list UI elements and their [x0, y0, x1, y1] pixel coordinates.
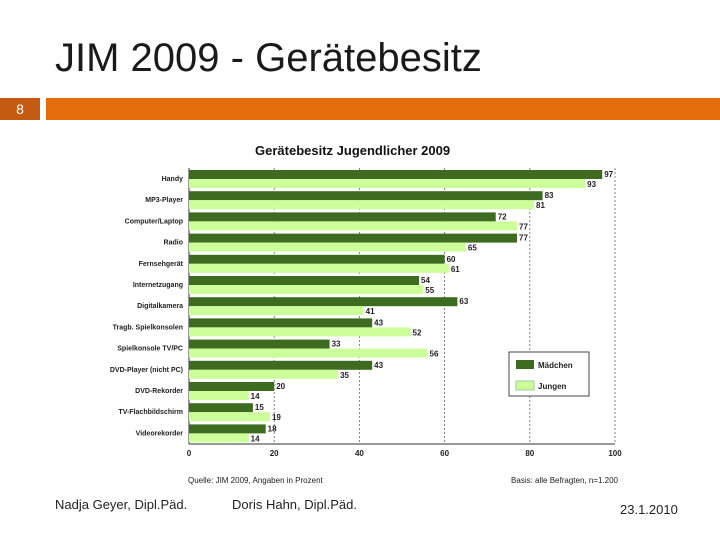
bar-maedchen — [189, 360, 373, 370]
bar-maedchen — [189, 170, 603, 179]
data-label-maedchen: 72 — [498, 212, 507, 221]
data-label-maedchen: 43 — [374, 318, 383, 327]
category-label: Internetzugang — [133, 282, 183, 289]
bar-jungen — [189, 306, 364, 316]
footer-author-1: Nadja Geyer, Dipl.Päd. — [55, 497, 188, 512]
chart-source: Quelle: JIM 2009, Angaben in Prozent — [188, 476, 324, 485]
data-label-maedchen: 83 — [545, 191, 554, 200]
data-label-jungen: 81 — [536, 201, 545, 210]
category-label: Handy — [162, 176, 184, 183]
data-label-jungen: 41 — [366, 307, 375, 316]
footer-date: 23.1.2010 — [620, 502, 678, 517]
bar-jungen — [189, 369, 339, 379]
bar-maedchen — [189, 254, 445, 264]
category-label: DVD-Rekorder — [135, 388, 183, 395]
bar-jungen — [189, 242, 466, 252]
title-accent-bar — [46, 98, 720, 120]
bar-maedchen — [189, 424, 266, 434]
bar-maedchen — [189, 403, 253, 413]
legend-swatch-maedchen — [516, 360, 534, 369]
x-tick-label: 60 — [440, 449, 449, 458]
category-label: MP3-Player — [145, 197, 183, 204]
data-label-jungen: 55 — [425, 286, 434, 295]
bar-maedchen — [189, 339, 330, 349]
bar-jungen — [189, 327, 411, 337]
chart-legend: Mädchen Jungen — [508, 351, 590, 397]
x-tick-label: 80 — [525, 449, 534, 458]
data-label-maedchen: 97 — [604, 170, 613, 179]
category-label: Tragb. Spielkonsolen — [113, 324, 183, 331]
category-label: DVD-Player (nicht PC) — [110, 367, 183, 374]
data-label-maedchen: 60 — [447, 255, 456, 264]
x-tick-label: 40 — [355, 449, 364, 458]
slide-title: JIM 2009 - Gerätebesitz — [55, 36, 482, 80]
data-label-maedchen: 15 — [255, 403, 264, 412]
legend-label-jungen: Jungen — [538, 382, 567, 391]
data-label-jungen: 56 — [430, 350, 439, 359]
chart-title: Gerätebesitz Jugendlicher 2009 — [255, 143, 450, 158]
bar-maedchen — [189, 233, 518, 243]
bar-jungen — [189, 412, 270, 422]
category-label: Spielkonsole TV/PC — [117, 346, 183, 353]
data-label-jungen: 19 — [272, 413, 281, 422]
bar-maedchen — [189, 191, 543, 201]
x-tick-label: 100 — [608, 449, 622, 458]
data-label-jungen: 65 — [468, 244, 477, 253]
data-label-jungen: 77 — [519, 222, 528, 231]
data-label-maedchen: 20 — [276, 382, 285, 391]
category-label: Fernsehgerät — [139, 261, 184, 268]
x-axis-ticks: 0 20 40 60 80 100 — [187, 449, 622, 458]
data-label-maedchen: 77 — [519, 234, 528, 243]
legend-swatch-jungen — [515, 380, 535, 391]
bar-maedchen — [189, 276, 420, 285]
bar-jungen — [189, 433, 249, 443]
category-label: Videorekorder — [136, 430, 184, 437]
category-label: Radio — [164, 240, 183, 247]
data-label-jungen: 14 — [251, 392, 260, 401]
footer-author-2: Doris Hahn, Dipl.Päd. — [232, 497, 357, 512]
bar-maedchen — [189, 212, 496, 222]
legend-label-maedchen: Mädchen — [538, 361, 573, 370]
slide-number: 8 — [16, 101, 24, 117]
bar-jungen — [189, 221, 518, 231]
data-label-maedchen: 33 — [332, 340, 341, 349]
data-label-maedchen: 54 — [421, 276, 430, 285]
x-tick-label: 0 — [187, 449, 192, 458]
category-label: TV-Flachbildschirm — [118, 409, 183, 416]
bar-jungen — [189, 200, 535, 210]
chart-basis: Basis: alle Befragten, n=1.200 — [511, 476, 619, 485]
data-label-jungen: 52 — [413, 328, 422, 337]
data-label-maedchen: 18 — [268, 424, 277, 433]
category-label: Digitalkamera — [137, 303, 183, 310]
data-label-jungen: 93 — [587, 180, 596, 189]
bar-jungen — [189, 348, 428, 358]
category-label: Computer/Laptop — [125, 218, 183, 225]
bar-jungen — [189, 179, 586, 188]
data-label-maedchen: 63 — [459, 297, 468, 306]
bar-jungen — [189, 285, 424, 294]
bar-maedchen — [189, 297, 458, 307]
x-tick-label: 20 — [270, 449, 279, 458]
data-label-jungen: 14 — [251, 434, 260, 443]
bar-maedchen — [189, 382, 275, 391]
data-label-maedchen: 43 — [374, 361, 383, 370]
data-label-jungen: 35 — [340, 371, 349, 380]
bar-jungen — [189, 391, 249, 400]
bar-maedchen — [189, 318, 373, 328]
data-label-jungen: 61 — [451, 265, 460, 274]
bar-jungen — [189, 263, 449, 273]
slide-number-box: 8 — [0, 98, 40, 120]
